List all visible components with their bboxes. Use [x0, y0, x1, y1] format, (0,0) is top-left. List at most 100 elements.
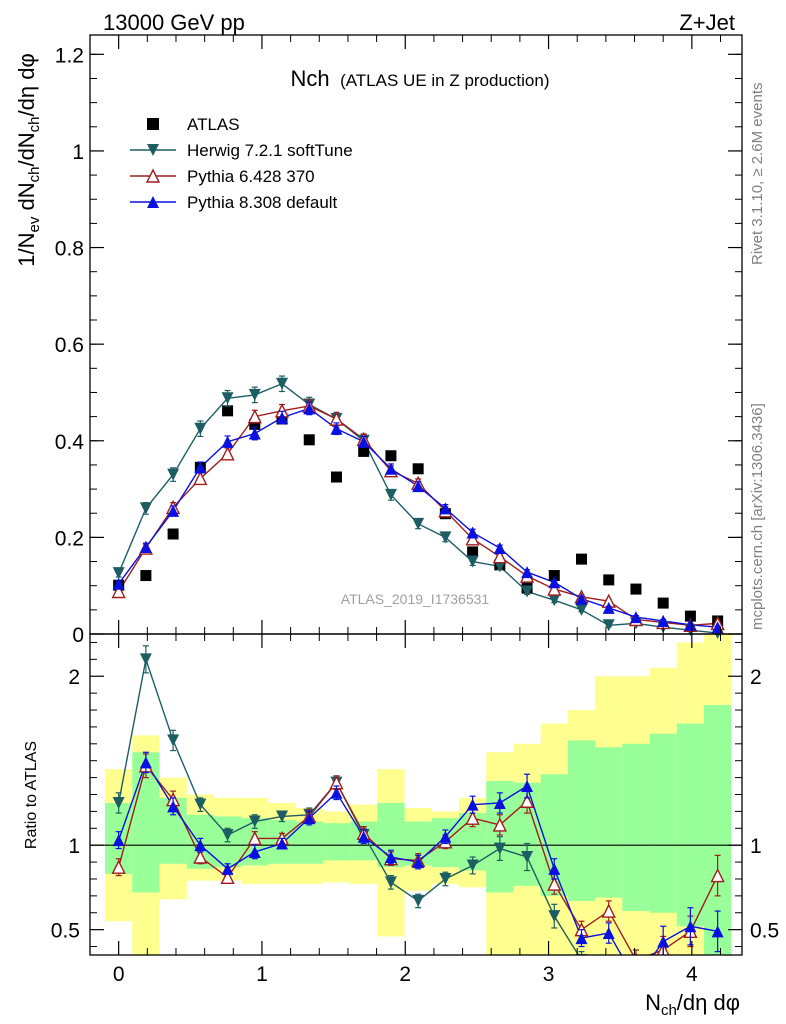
band-stat-8 [322, 823, 351, 861]
axes-layer: 0 0.2 0.4 0.6 0.8 1 1.2 0 1 2 3 4 0.5 0.5 1 1 2 2 [51, 34, 779, 986]
process-label: Z+Jet [679, 10, 735, 35]
legend-label-2: Pythia 6.428 370 [187, 167, 315, 186]
band-stat-18 [595, 747, 623, 898]
ratio-point-herwig-7-2-1-softtune-2 [167, 734, 180, 747]
main-point-atlas-13 [467, 546, 479, 558]
main-point-pythia-8-308-default-9 [357, 435, 370, 448]
ratio-point-pythia-8-308-default-17 [575, 932, 588, 945]
main-point-pythia-8-308-default-5 [248, 427, 261, 440]
ratio-point-pythia-8-308-default-14 [493, 796, 506, 809]
main-point-atlas-8 [330, 471, 342, 483]
legend: ATLAS Herwig 7.2.1 softTune Pythia 6.428 3… [130, 115, 353, 212]
main-series-layer [111, 375, 725, 640]
main-point-pythia-8-308-default-12 [439, 502, 452, 515]
ratio-ytick-label-r-1: 1 [750, 835, 762, 858]
ratio-point-pythia-6-428-370-22 [710, 868, 725, 883]
main-point-herwig-7-2-1-softtune-18 [602, 619, 615, 632]
main-point-herwig-7-2-1-softtune-17 [575, 603, 588, 616]
ratio-ytick-label-l-2: 2 [68, 666, 80, 689]
ratio-point-pythia-6-428-370-4 [220, 869, 235, 884]
main-point-pythia-8-308-default-17 [575, 592, 588, 605]
ratio-point-pythia-6-428-370-5 [247, 830, 262, 846]
ratio-point-pythia-6-428-370-15 [519, 793, 535, 808]
main-point-atlas-20 [657, 597, 669, 609]
ratio-series-clipped [111, 645, 725, 955]
ratio-point-pythia-8-308-default-1 [139, 756, 152, 769]
main-point-herwig-7-2-1-softtune-10 [384, 488, 397, 501]
main-ytick-label-4: 0.8 [55, 238, 84, 261]
ratio-ytick-label-l-1: 1 [68, 835, 80, 858]
ratio-ytick-label-r-0: 0.5 [750, 920, 779, 943]
main-point-pythia-8-308-default-21 [684, 618, 697, 631]
main-point-pythia-8-308-default-20 [657, 614, 670, 627]
main-point-pythia-6-428-370-5 [247, 409, 262, 424]
ratio-point-herwig-7-2-1-softtune-4 [221, 829, 234, 842]
main-point-pythia-8-308-default-11 [412, 480, 425, 493]
band-stat-21 [676, 723, 705, 927]
main-point-pythia-8-308-default-19 [629, 611, 642, 624]
main-point-herwig-7-2-1-softtune-4 [221, 392, 234, 405]
main-point-herwig-7-2-1-softtune-6 [276, 377, 289, 390]
main-point-pythia-8-308-default-13 [466, 526, 479, 539]
side-mcplots-label: mcplots.cern.ch [arXiv:1306.3436] [749, 403, 766, 630]
legend-marker-0 [147, 118, 159, 130]
side-rivet-label: Rivet 3.1.10, ≥ 2.6M events [749, 83, 766, 266]
main-title-sub: (ATLAS UE in Z production) [340, 71, 549, 90]
main-title: Nch (ATLAS UE in Z production) [290, 66, 549, 91]
main-point-pythia-6-428-370-0 [111, 583, 126, 599]
x-tick-label-0: 0 [113, 963, 125, 986]
ratio-point-pythia-8-308-default-5 [248, 845, 261, 858]
main-point-herwig-7-2-1-softtune-5 [248, 388, 261, 401]
ratio-point-herwig-7-2-1-softtune-5 [248, 815, 261, 828]
ratio-point-pythia-8-308-default-15 [521, 780, 534, 793]
energy-label: 13000 GeV pp [103, 10, 245, 35]
main-point-pythia-8-308-default-1 [139, 541, 152, 554]
x-tick-label-1: 1 [256, 963, 268, 986]
ratio-point-pythia-6-428-370-0 [111, 859, 126, 874]
main-point-herwig-7-2-1-softtune-16 [548, 594, 561, 607]
band-stat-20 [649, 733, 677, 913]
main-point-herwig-7-2-1-softtune-15 [521, 585, 534, 598]
main-point-pythia-8-308-default-10 [384, 462, 397, 475]
ratio-point-pythia-8-308-default-9 [357, 830, 370, 843]
main-point-atlas-9 [358, 445, 370, 457]
main-point-pythia-6-428-370-13 [465, 531, 480, 546]
legend-label-3: Pythia 8.308 default [187, 193, 338, 212]
main-point-pythia-8-308-default-14 [493, 542, 506, 555]
ratio-point-pythia-6-428-370-16 [547, 876, 562, 891]
main-title-main: Nch [290, 66, 329, 91]
main-ytick-label-5: 1 [72, 141, 84, 164]
ratio-point-pythia-8-308-default-11 [412, 856, 425, 869]
main-point-pythia-6-428-370-3 [193, 470, 208, 486]
ratio-point-pythia-6-428-370-14 [492, 817, 507, 832]
analysis-id: ATLAS_2019_I1736531 [341, 591, 490, 607]
ratio-point-pythia-8-308-default-8 [330, 786, 343, 799]
main-point-pythia-8-308-default-8 [330, 422, 343, 435]
ratio-point-pythia-8-308-default-7 [303, 812, 316, 825]
ratio-point-pythia-8-308-default-0 [112, 834, 125, 847]
main-point-pythia-8-308-default-3 [194, 461, 207, 474]
ratio-point-pythia-6-428-370-3 [193, 849, 208, 864]
ratio-point-pythia-8-308-default-13 [466, 798, 479, 811]
main-point-pythia-8-308-default-18 [602, 601, 615, 614]
ratio-point-herwig-7-2-1-softtune-14 [493, 842, 506, 855]
main-point-herwig-7-2-1-softtune-0 [112, 567, 125, 580]
band-stat-7 [295, 821, 323, 864]
ratio-point-pythia-8-308-default-16 [548, 862, 561, 875]
ratio-point-herwig-7-2-1-softtune-13 [466, 859, 479, 872]
ratio-point-pythia-8-308-default-21 [684, 920, 697, 933]
legend-marker-2 [145, 168, 161, 183]
ratio-point-pythia-8-308-default-22 [711, 925, 724, 938]
legend-marker-3 [147, 196, 159, 208]
main-ytick-label-6: 1.2 [55, 44, 84, 67]
ratio-point-pythia-6-428-370-13 [465, 810, 480, 825]
ratio-point-herwig-7-2-1-softtune-16 [548, 910, 561, 923]
main-point-pythia-8-308-default-16 [548, 576, 561, 589]
main-point-pythia-8-308-default-2 [167, 504, 180, 517]
ratio-point-pythia-6-428-370-18 [601, 903, 616, 918]
legend-label-0: ATLAS [187, 115, 240, 134]
main-point-herwig-7-2-1-softtune-1 [139, 502, 152, 515]
ratio-bands [105, 634, 732, 955]
main-point-atlas-18 [603, 574, 615, 586]
